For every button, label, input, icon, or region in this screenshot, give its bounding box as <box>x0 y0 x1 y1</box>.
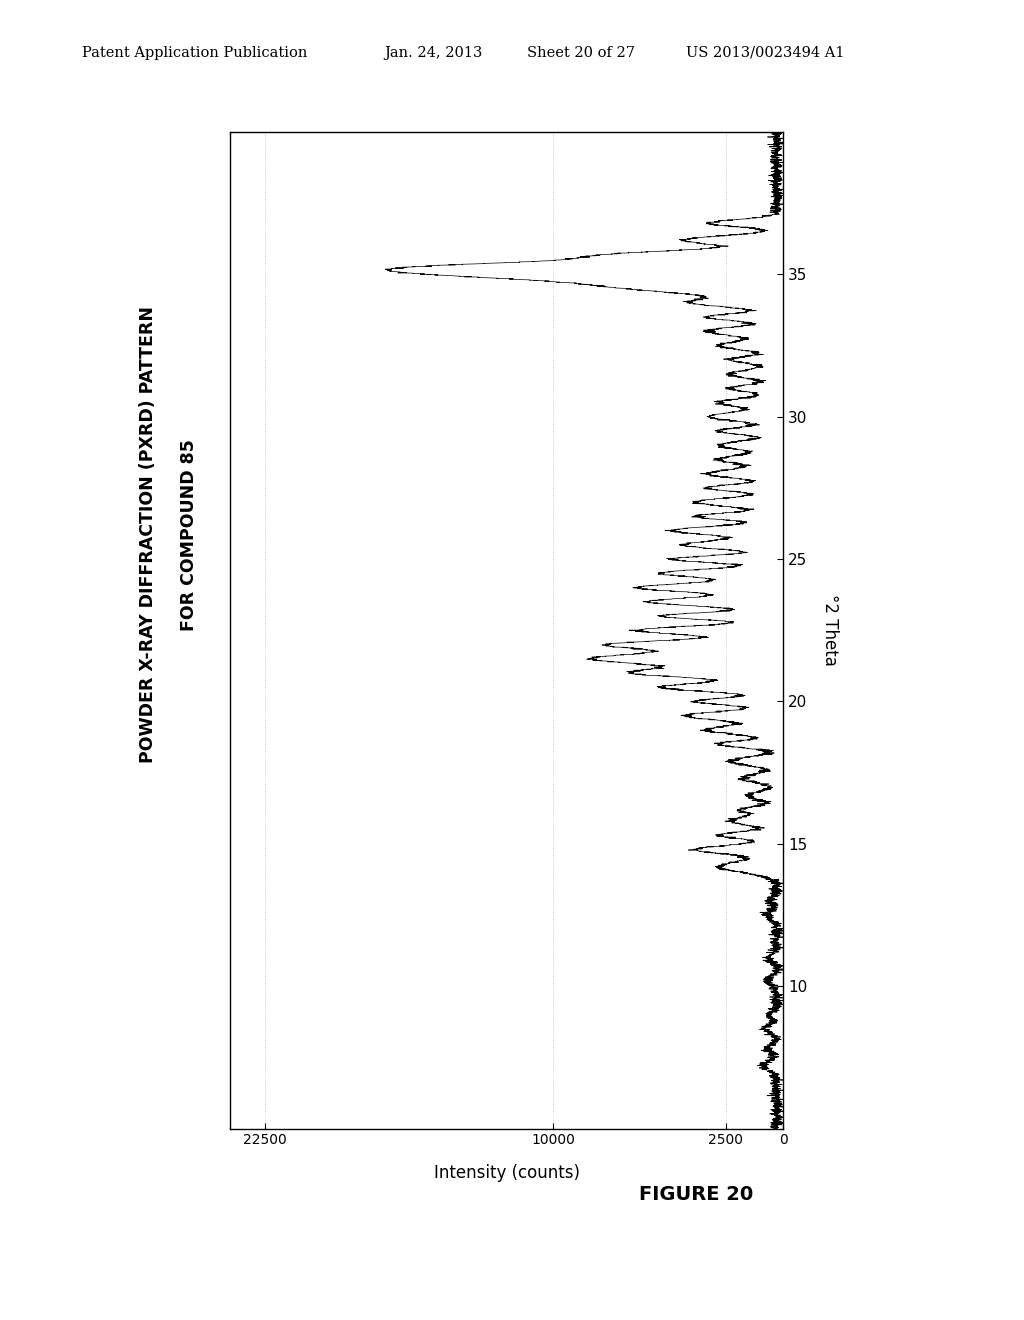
X-axis label: Intensity (counts): Intensity (counts) <box>434 1164 580 1183</box>
Text: US 2013/0023494 A1: US 2013/0023494 A1 <box>686 46 845 59</box>
Text: Jan. 24, 2013: Jan. 24, 2013 <box>384 46 482 59</box>
Text: Patent Application Publication: Patent Application Publication <box>82 46 307 59</box>
Text: POWDER X-RAY DIFFRACTION (PXRD) PATTERN: POWDER X-RAY DIFFRACTION (PXRD) PATTERN <box>139 306 158 763</box>
Text: Sheet 20 of 27: Sheet 20 of 27 <box>527 46 635 59</box>
Y-axis label: °2 Theta: °2 Theta <box>821 594 840 667</box>
Text: FOR COMPOUND 85: FOR COMPOUND 85 <box>180 438 199 631</box>
Text: FIGURE 20: FIGURE 20 <box>639 1185 754 1204</box>
